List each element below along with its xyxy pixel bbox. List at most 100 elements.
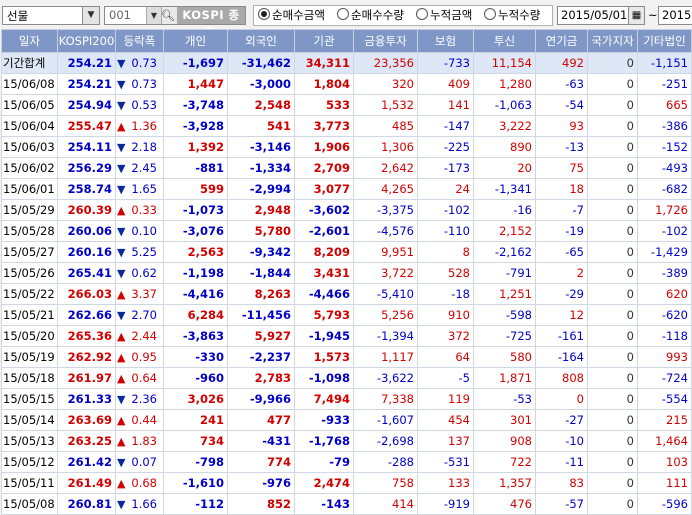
change-value: 2.18	[131, 139, 157, 154]
etc-cell: -596	[637, 493, 692, 515]
search-icon[interactable]: 🔍︎	[161, 9, 175, 22]
kospi200-cell: 261.49	[57, 472, 116, 494]
gov-cell: 0	[587, 136, 638, 158]
radio-cumulative-amount[interactable]: 누적금액	[416, 8, 472, 23]
radio-net-buy-amount[interactable]: 순매수금액	[258, 8, 325, 23]
change-cell: ▼ 1.65	[115, 178, 164, 200]
column-header[interactable]: 국가지자	[587, 29, 638, 53]
table-row[interactable]: 15/06/01 258.74 ▼ 1.65 599 -2,994 3,077 4,265 24…	[1, 178, 692, 200]
gov-cell: 0	[587, 451, 638, 473]
ins-cell: 119	[417, 388, 474, 410]
fin-cell: 320	[353, 73, 418, 95]
code-search-box[interactable]: 001 ▼ 🔍︎ KOSPI 종합	[104, 6, 246, 39]
table-row[interactable]: 15/05/08 260.81 ▼ 1.66 -112 852 -143 414 -919 476…	[1, 493, 692, 515]
pension-cell: 75	[535, 157, 588, 179]
indiv-cell: -112	[163, 493, 228, 515]
indiv-cell: -960	[163, 367, 228, 389]
table-row[interactable]: 15/05/18 261.97 ▲ 0.64 -960 2,783 -1,098 -3,622…	[1, 367, 692, 389]
end-date-input[interactable]: 2015	[658, 6, 692, 25]
summary-row[interactable]: 기간합계 254.21 ▼ 0.73 -1,697 -31,462 34,311 23,356…	[1, 52, 692, 74]
pension-cell: -164	[535, 346, 588, 368]
calendar-icon[interactable]: ▦	[628, 6, 645, 25]
start-date-input[interactable]: 2015/05/01	[557, 6, 629, 25]
column-header[interactable]: 일자	[1, 29, 58, 53]
indiv-cell: -3,928	[163, 115, 228, 137]
change-value: 1.66	[131, 496, 157, 511]
table-row[interactable]: 15/05/29 260.39 ▲ 0.33 -1,073 2,948 -3,602 -3,3…	[1, 199, 692, 221]
column-header[interactable]: 외국인	[227, 29, 295, 53]
indiv-cell: -4,416	[163, 283, 228, 305]
inst-cell: -1,768	[294, 430, 354, 452]
kospi200-cell: 254.21	[57, 73, 116, 95]
table-row[interactable]: 15/05/14 263.69 ▲ 0.44 241 477 -933 -1,607 454 30…	[1, 409, 692, 431]
fin-cell: 414	[353, 493, 418, 515]
column-header[interactable]: 금융투자	[353, 29, 418, 53]
table-row[interactable]: 15/06/02 256.29 ▼ 2.45 -881 -1,334 2,709 2,642-…	[1, 157, 692, 179]
column-header[interactable]: 기타법인	[637, 29, 692, 53]
inst-cell: -4,466	[294, 283, 354, 305]
column-header[interactable]: 개인	[163, 29, 228, 53]
pension-cell: 2	[535, 262, 588, 284]
table-row[interactable]: 15/05/28 260.06 ▼ 0.10 -3,076 5,780 -2,601 -4,5…	[1, 220, 692, 242]
inst-cell: -2,601	[294, 220, 354, 242]
ins-cell: 372	[417, 325, 474, 347]
table-row[interactable]: 15/05/13 263.25 ▲ 1.83 734 -431 -1,768 -2,698 13…	[1, 430, 692, 452]
etc-cell: -682	[637, 178, 692, 200]
inst-cell: 1,906	[294, 136, 354, 158]
code-input[interactable]: 001	[105, 7, 147, 24]
etc-cell: -554	[637, 388, 692, 410]
change-value: 3.37	[131, 286, 157, 301]
column-header[interactable]: 등락폭	[115, 29, 164, 53]
change-value: 0.68	[131, 475, 157, 490]
table-row[interactable]: 15/05/12 261.42 ▼ 0.07 -798 774 -79 -288 -531 722…	[1, 451, 692, 473]
pension-cell: -27	[535, 409, 588, 431]
market-select[interactable]: 선물 ▼	[2, 6, 100, 25]
inst-cell: 5,793	[294, 304, 354, 326]
foreign-cell: -11,456	[227, 304, 295, 326]
change-value: 2.70	[131, 307, 157, 322]
table-row[interactable]: 15/05/19 262.92 ▲ 0.95 -330 -2,237 1,573 1,117 6…	[1, 346, 692, 368]
chevron-down-icon[interactable]: ▼	[82, 7, 99, 24]
ins-cell: -225	[417, 136, 474, 158]
table-row[interactable]: 15/05/20 265.36 ▲ 2.44 -3,863 5,927 -1,945 -1,3…	[1, 325, 692, 347]
column-header[interactable]: 연기금	[535, 29, 588, 53]
date-range-separator: ~	[648, 8, 658, 22]
code-dropdown-icon[interactable]: ▼	[147, 7, 162, 24]
column-header[interactable]: 투신	[473, 29, 536, 53]
table-row[interactable]: 15/06/05 254.94 ▼ 0.53 -3,748 2,548 533 1,532 14…	[1, 94, 692, 116]
down-arrow-icon: ▼	[117, 161, 126, 175]
table-row[interactable]: 15/06/03 254.11 ▼ 2.18 1,392 -3,146 1,906 1,306…	[1, 136, 692, 158]
ins-cell: 528	[417, 262, 474, 284]
trust-cell: -725	[473, 325, 536, 347]
change-cell: ▲ 1.36	[115, 115, 164, 137]
down-arrow-icon: ▼	[117, 245, 126, 259]
table-row[interactable]: 15/06/04 255.47 ▲ 1.36 -3,928 541 3,773 485 -147…	[1, 115, 692, 137]
column-header[interactable]: 보험	[417, 29, 474, 53]
gov-cell: 0	[587, 325, 638, 347]
radio-net-buy-volume[interactable]: 순매수수량	[337, 8, 404, 23]
kospi200-cell: 254.94	[57, 94, 116, 116]
inst-cell: 2,709	[294, 157, 354, 179]
table-row[interactable]: 15/05/11 261.49 ▲ 0.68 -1,610 -976 2,474 758 133…	[1, 472, 692, 494]
change-value: 0.33	[131, 202, 157, 217]
table-row[interactable]: 15/05/22 266.03 ▲ 3.37 -4,416 8,263 -4,466 -5,4…	[1, 283, 692, 305]
ins-cell: 454	[417, 409, 474, 431]
radio-cumulative-volume[interactable]: 누적수량	[484, 8, 540, 23]
change-value: 1.36	[131, 118, 157, 133]
table-row[interactable]: 15/05/26 265.41 ▼ 0.62 -1,198 -1,844 3,431 3,72…	[1, 262, 692, 284]
table-row[interactable]: 15/05/27 260.16 ▼ 5.25 2,563 -9,342 8,209 9,951…	[1, 241, 692, 263]
down-arrow-icon: ▼	[117, 224, 126, 238]
change-cell: ▼ 5.25	[115, 241, 164, 263]
column-header[interactable]: 기관	[294, 29, 354, 53]
pension-cell: -10	[535, 430, 588, 452]
column-header[interactable]: KOSPI200	[57, 29, 116, 53]
date-cell: 15/05/11	[1, 472, 58, 494]
table-row[interactable]: 15/06/08 254.21 ▼ 0.73 1,447 -3,000 1,804 320 40…	[1, 73, 692, 95]
change-cell: ▼ 2.36	[115, 388, 164, 410]
indiv-cell: -3,863	[163, 325, 228, 347]
date-cell: 15/05/28	[1, 220, 58, 242]
foreign-cell: -3,146	[227, 136, 295, 158]
pension-cell: 12	[535, 304, 588, 326]
table-row[interactable]: 15/05/21 262.66 ▼ 2.70 6,284 -11,456 5,793 5,25…	[1, 304, 692, 326]
table-row[interactable]: 15/05/15 261.33 ▼ 2.36 3,026 -9,966 7,494 7,338…	[1, 388, 692, 410]
